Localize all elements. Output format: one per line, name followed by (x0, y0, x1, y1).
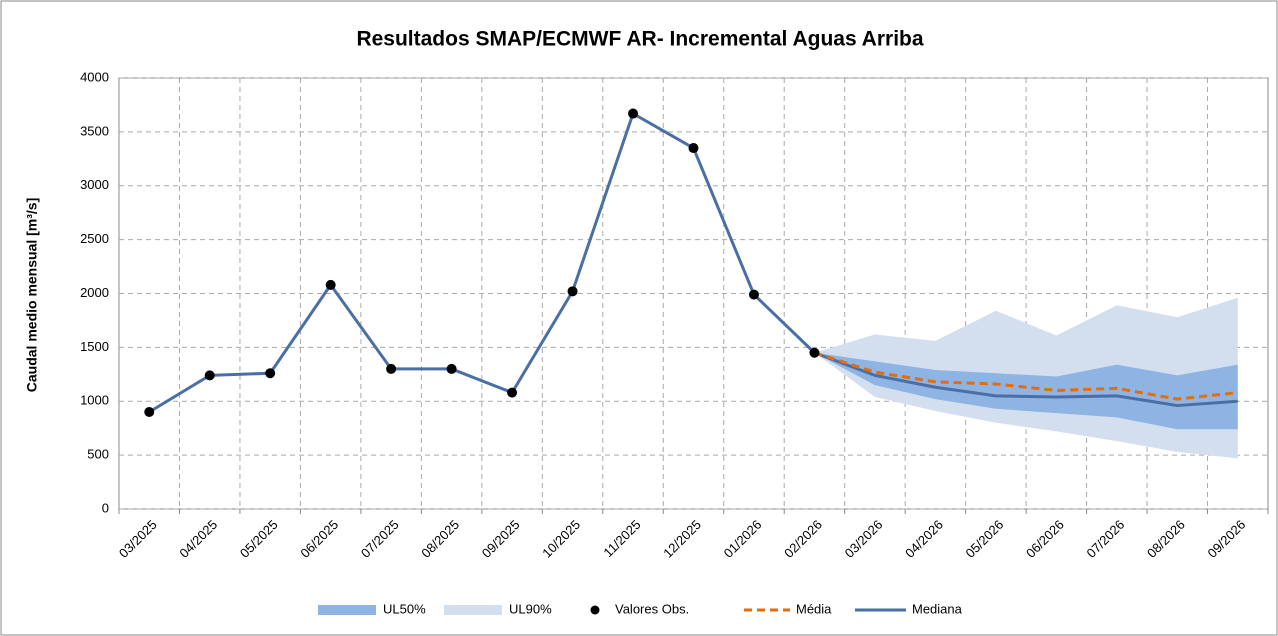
data-point (386, 363, 397, 374)
data-point (748, 289, 759, 300)
y-tick-label: 3000 (80, 177, 109, 192)
y-tick-label: 3500 (80, 123, 109, 138)
legend-label: Mediana (912, 601, 963, 616)
data-point (628, 108, 639, 119)
y-tick-label: 2500 (80, 231, 109, 246)
legend-swatch (590, 605, 600, 615)
y-tick-label: 4000 (80, 69, 109, 84)
data-point (144, 407, 155, 418)
legend-label: Valores Obs. (615, 601, 689, 616)
y-tick-label: 0 (102, 500, 109, 515)
y-tick-label: 2000 (80, 285, 109, 300)
legend-label: UL90% (509, 601, 552, 616)
data-point (204, 370, 215, 381)
legend-swatch (318, 605, 376, 615)
data-point (507, 387, 518, 398)
data-point (688, 143, 699, 154)
data-point (809, 347, 820, 358)
legend-swatch (444, 605, 502, 615)
data-point (446, 363, 457, 374)
data-point (265, 368, 276, 379)
y-tick-label: 500 (87, 447, 109, 462)
y-axis-label: Caudal medio mensual [m³/s] (24, 198, 40, 392)
series-line (813, 351, 1238, 401)
data-point (325, 279, 336, 290)
y-tick-label: 1500 (80, 339, 109, 354)
legend-label: Média (796, 601, 832, 616)
legend-label: UL50% (383, 601, 426, 616)
data-point (567, 286, 578, 297)
chart-title: Resultados SMAP/ECMWF AR- Incremental Ag… (356, 28, 923, 51)
band-area (814, 352, 1238, 430)
y-tick-label: 1000 (80, 393, 109, 408)
